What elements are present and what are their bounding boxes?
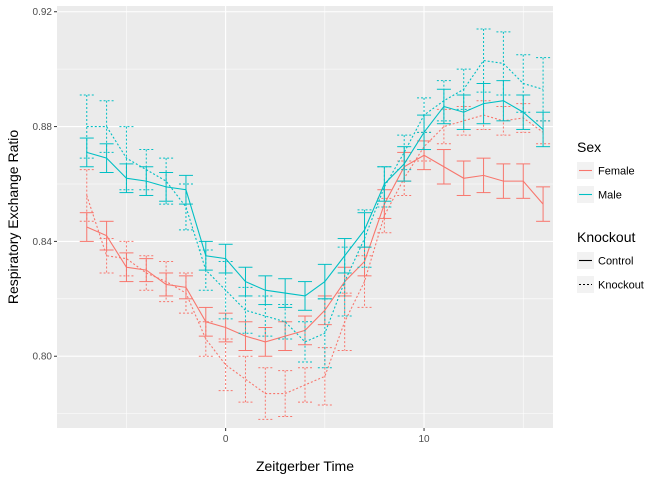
error-bar [99, 238, 114, 274]
legend-label: Male [598, 190, 622, 202]
error-bar [337, 246, 352, 317]
error-bar [99, 100, 114, 153]
error-bar [119, 240, 134, 277]
error-bar [317, 347, 332, 406]
y-tick-label: 0.88 [33, 122, 53, 133]
legend: Sex Female Male Knockout Control Knockout [577, 139, 644, 293]
error-bar [496, 31, 511, 96]
series-female-control [79, 140, 551, 357]
error-bar [198, 321, 213, 357]
y-axis: 0.80 0.84 0.88 0.92 [33, 7, 57, 363]
x-axis: 0 10 [223, 428, 430, 445]
y-axis-title: Respiratory Exchange Ratio [5, 130, 21, 305]
error-bar [436, 80, 451, 122]
series-layer [79, 28, 551, 420]
series-line [86, 114, 544, 395]
x-tick-label: 0 [223, 434, 229, 445]
legend-label: Control [598, 256, 633, 268]
legend-item: Female [577, 162, 635, 179]
error-bar [377, 166, 392, 208]
legend-item: Male [577, 186, 622, 203]
plot-panel [57, 6, 553, 428]
legend-key [577, 276, 594, 293]
legend-label: Knockout [598, 280, 644, 292]
error-bar [397, 134, 412, 171]
series-male-control [79, 80, 551, 311]
grid-minor [57, 6, 553, 428]
x-axis-title: Zeitgerber Time [256, 458, 354, 474]
y-tick-label: 0.92 [33, 7, 53, 18]
y-tick-label: 0.84 [33, 237, 53, 248]
error-bar [476, 28, 491, 93]
legend-item: Control [577, 252, 633, 269]
legend-title: Sex [577, 139, 601, 155]
x-tick-label: 10 [418, 434, 430, 445]
grid-major [57, 6, 553, 428]
error-bar [357, 255, 372, 308]
error-bar [119, 126, 134, 191]
error-bar [317, 298, 332, 369]
error-bar [298, 321, 312, 363]
error-bar [79, 94, 94, 159]
series-male-knockout [79, 28, 551, 369]
legend-label: Female [598, 166, 635, 178]
series-line [86, 100, 544, 297]
error-bar [218, 338, 233, 392]
error-bar [278, 304, 293, 340]
error-bar [258, 295, 273, 337]
legend-title: Knockout [577, 229, 635, 245]
error-bar [536, 57, 551, 122]
series-line [86, 154, 544, 343]
legend-item: Knockout [577, 276, 644, 293]
y-tick-label: 0.80 [33, 352, 53, 363]
